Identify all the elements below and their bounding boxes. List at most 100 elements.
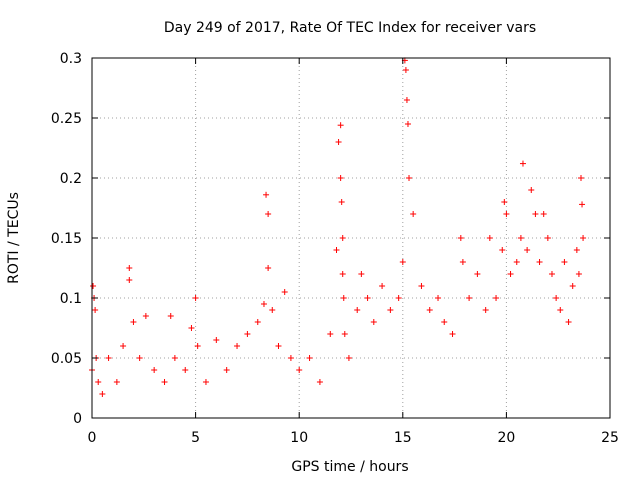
x-tick-label: 20 xyxy=(497,430,515,446)
data-point xyxy=(296,367,303,373)
data-point xyxy=(435,295,442,301)
data-point xyxy=(499,247,506,253)
y-tick-label: 0.25 xyxy=(51,111,82,127)
data-point xyxy=(519,160,526,167)
data-point xyxy=(577,175,584,181)
data-point xyxy=(202,379,209,385)
data-point xyxy=(340,295,347,301)
y-tick-label: 0.05 xyxy=(51,351,82,367)
data-point xyxy=(105,355,112,361)
data-point xyxy=(544,235,551,241)
data-point xyxy=(503,211,510,217)
x-tick-label: 15 xyxy=(394,430,412,446)
data-point xyxy=(557,307,564,313)
data-point xyxy=(426,307,433,313)
data-point xyxy=(561,259,568,265)
data-point xyxy=(327,331,334,337)
x-tick-label: 10 xyxy=(290,430,308,446)
data-point xyxy=(120,343,127,349)
data-point xyxy=(95,379,102,385)
data-point xyxy=(528,187,535,193)
data-point xyxy=(244,331,251,337)
data-point xyxy=(126,265,133,271)
data-point xyxy=(263,191,270,198)
data-point xyxy=(354,307,361,313)
data-point xyxy=(532,211,539,217)
data-point xyxy=(341,331,348,337)
data-point xyxy=(370,319,377,325)
data-point xyxy=(524,247,531,253)
data-point xyxy=(306,355,313,361)
data-point xyxy=(459,259,466,265)
y-tick-labels: 0 0.05 0.1 0.15 0.2 0.25 0.3 xyxy=(51,51,82,427)
data-point xyxy=(474,271,481,277)
data-point xyxy=(99,391,106,397)
data-point xyxy=(575,271,582,277)
data-point xyxy=(553,295,560,301)
data-point xyxy=(399,259,406,265)
data-point xyxy=(339,271,346,277)
data-point xyxy=(580,235,587,241)
data-point xyxy=(126,277,133,283)
data-point xyxy=(254,319,261,325)
data-point xyxy=(441,319,448,325)
data-point xyxy=(573,247,580,253)
data-point xyxy=(565,319,572,325)
data-point xyxy=(569,283,576,289)
data-point xyxy=(192,295,199,301)
data-point xyxy=(333,247,340,253)
data-point xyxy=(579,201,586,208)
data-point xyxy=(167,313,174,319)
data-point xyxy=(265,265,272,271)
data-point xyxy=(151,367,158,373)
data-point xyxy=(113,379,120,385)
data-point xyxy=(540,211,547,217)
data-point xyxy=(403,97,410,103)
data-point xyxy=(337,122,344,129)
data-point xyxy=(418,283,425,289)
data-point xyxy=(92,307,99,313)
data-point xyxy=(223,367,230,373)
data-point xyxy=(275,343,282,349)
data-point xyxy=(358,271,365,277)
x-tick-labels: 0 5 10 15 20 25 xyxy=(88,430,619,446)
y-tick-label: 0.3 xyxy=(60,51,82,67)
data-point xyxy=(234,343,241,349)
data-point xyxy=(90,283,97,289)
x-tick-label: 5 xyxy=(191,430,200,446)
data-point xyxy=(194,343,201,349)
data-point xyxy=(161,379,168,385)
data-point xyxy=(486,235,493,241)
data-point xyxy=(517,235,524,241)
axis-ticks xyxy=(91,57,611,419)
data-point xyxy=(213,337,220,343)
data-points xyxy=(89,57,587,397)
y-tick-label: 0.2 xyxy=(60,171,82,187)
data-point xyxy=(337,175,344,181)
y-tick-label: 0 xyxy=(73,411,82,427)
data-point xyxy=(501,199,508,205)
data-point xyxy=(281,289,288,295)
data-point xyxy=(406,175,413,181)
data-point xyxy=(449,331,456,337)
data-point xyxy=(410,211,417,217)
data-point xyxy=(482,307,489,313)
data-point xyxy=(142,313,149,319)
data-point xyxy=(387,307,394,313)
x-axis-label: GPS time / hours xyxy=(291,459,408,475)
data-point xyxy=(339,235,346,241)
data-point xyxy=(402,67,409,73)
data-point xyxy=(536,259,543,265)
y-axis-label: ROTI / TECUs xyxy=(6,192,22,284)
data-point xyxy=(493,295,500,301)
chart-title: Day 249 of 2017, Rate Of TEC Index for r… xyxy=(164,20,536,36)
data-point xyxy=(404,121,411,127)
data-point xyxy=(548,271,555,277)
x-tick-label: 0 xyxy=(88,430,97,446)
grid xyxy=(92,58,610,418)
data-point xyxy=(136,355,143,361)
data-point xyxy=(316,379,323,385)
data-point xyxy=(364,295,371,301)
